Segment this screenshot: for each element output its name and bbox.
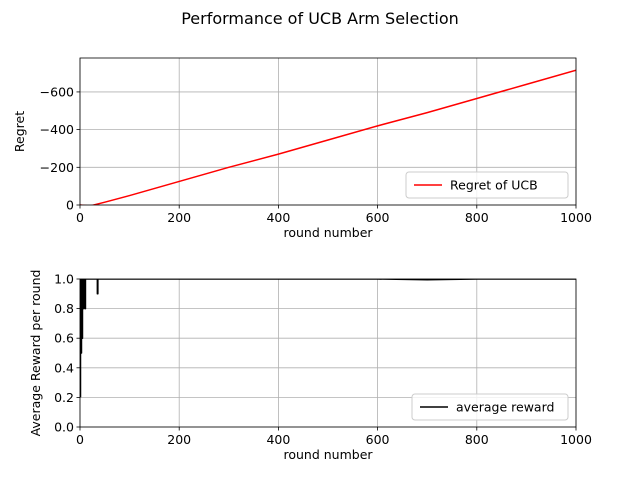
x-tick-label: 1000 — [560, 432, 592, 447]
y-tick-label: 0.8 — [54, 301, 74, 316]
x-tick-label: 200 — [167, 210, 191, 225]
reward-series-group — [80, 279, 576, 398]
reward-subplot: 0 200 400 600 800 1000 0.0 0.2 0.4 0.6 0.8 1.0 roun… — [28, 270, 592, 462]
reward-legend-box — [411, 393, 569, 421]
x-tick-label: 200 — [167, 432, 191, 447]
regret-plot-frame — [79, 57, 577, 206]
figure-title: Performance of UCB Arm Selection — [181, 9, 459, 28]
reward-y-axis-label: Average Reward per round — [28, 270, 43, 437]
x-tick-label: 400 — [266, 432, 290, 447]
x-tick-label: 800 — [465, 432, 489, 447]
reward-plot-frame — [79, 278, 577, 428]
regret-x-axis-label: round number — [283, 225, 373, 240]
x-tick-label: 600 — [366, 432, 390, 447]
x-tick-label: 1000 — [560, 210, 592, 225]
x-tick-label: 600 — [366, 210, 390, 225]
regret-subplot: 0 200 400 600 800 1000 0 −200 −400 −600 round num… — [12, 57, 592, 240]
y-tick-label: 0.0 — [54, 420, 74, 435]
reward-legend: average reward — [411, 393, 569, 421]
y-tick-label: 0.2 — [54, 390, 74, 405]
y-tick-label: −200 — [40, 160, 74, 175]
reward-x-axis-label: round number — [283, 447, 373, 462]
reward-ticks: 0 200 400 600 800 1000 0.0 0.2 0.4 0.6 0.8 1.0 — [54, 272, 592, 448]
y-tick-label: 0.4 — [54, 360, 74, 375]
x-tick-label: 800 — [465, 210, 489, 225]
x-tick-label: 0 — [76, 432, 84, 447]
regret-legend: Regret of UCB — [405, 171, 569, 199]
x-tick-label: 400 — [266, 210, 290, 225]
series-line-0 — [80, 279, 576, 398]
reward-legend-label: average reward — [456, 400, 554, 415]
y-tick-label: −400 — [40, 122, 74, 137]
y-tick-label: 0 — [66, 198, 74, 213]
series-line-0 — [80, 69, 576, 205]
y-tick-label: −600 — [40, 84, 74, 99]
y-tick-label: 0.6 — [54, 331, 74, 346]
regret-ticks: 0 200 400 600 800 1000 0 −200 −400 −600 — [40, 84, 592, 225]
regret-y-axis-label: Regret — [12, 111, 27, 152]
regret-legend-box — [405, 171, 569, 199]
y-tick-label: 1.0 — [54, 272, 74, 287]
x-tick-label: 0 — [76, 210, 84, 225]
regret-legend-label: Regret of UCB — [450, 178, 538, 193]
regret-series-group — [80, 69, 576, 205]
